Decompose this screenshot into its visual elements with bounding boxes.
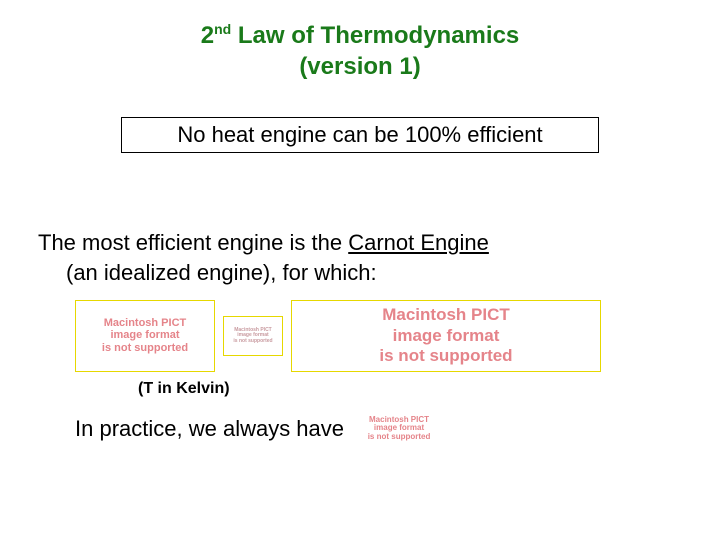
title-sup: nd (214, 21, 231, 37)
law-box: No heat engine can be 100% efficient (121, 117, 599, 153)
title-line2: (version 1) (299, 53, 420, 80)
practice-text: In practice, we always have (75, 416, 344, 442)
law-text: No heat engine can be 100% efficient (177, 122, 542, 147)
pict-placeholder-2-text: Macintosh PICT image format is not suppo… (233, 328, 272, 345)
placeholder-row: Macintosh PICT image format is not suppo… (75, 300, 720, 372)
pict-placeholder-1-text: Macintosh PICT image format is not suppo… (102, 317, 188, 355)
title-line1-pre: 2 (201, 22, 214, 49)
kelvin-note: (T in Kelvin) (138, 380, 720, 398)
pict-placeholder-1: Macintosh PICT image format is not suppo… (75, 300, 215, 372)
practice-row: In practice, we always have Macintosh PI… (75, 412, 720, 446)
pict-placeholder-2: Macintosh PICT image format is not suppo… (223, 316, 283, 356)
title-line1-post: Law of Thermodynamics (231, 22, 519, 49)
pict-placeholder-3-text: Macintosh PICT image format is not suppo… (379, 305, 512, 366)
carnot-description: The most efficient engine is the Carnot … (38, 228, 682, 287)
pict-placeholder-4-text: Macintosh PICT image format is not suppo… (368, 416, 431, 442)
pict-placeholder-3: Macintosh PICT image format is not suppo… (291, 300, 601, 372)
slide-title: 2nd Law of Thermodynamics (version 1) (0, 20, 720, 82)
pict-placeholder-4: Macintosh PICT image format is not suppo… (354, 412, 444, 446)
carnot-underlined: Carnot Engine (348, 230, 489, 255)
carnot-line1-pre: The most efficient engine is the (38, 230, 348, 255)
carnot-line2: (an idealized engine), for which: (38, 260, 377, 285)
